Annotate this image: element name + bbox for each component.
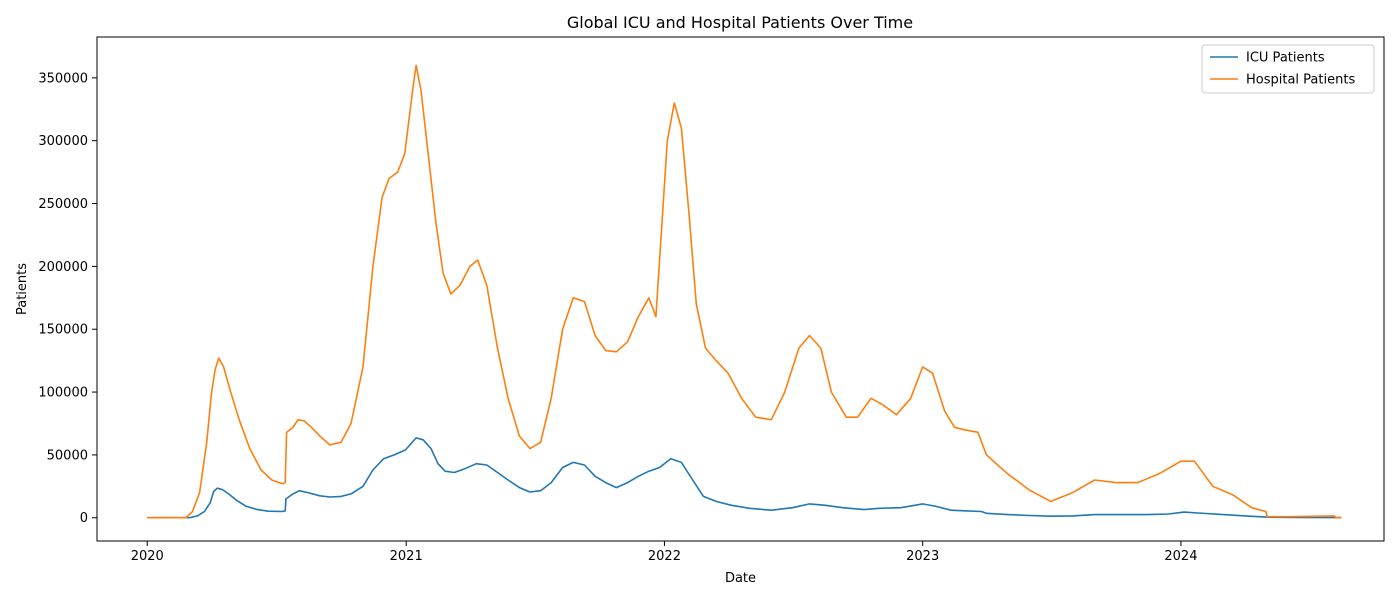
x-axis-label: Date [725, 571, 756, 586]
x-axis: 2020 2021 2022 2023 2024 [131, 541, 1197, 564]
y-tick-label: 0 [80, 511, 88, 526]
y-axis: 0 50000 100000 150000 200000 250000 300000 3500… [38, 71, 97, 526]
y-axis-label: Patients [15, 263, 30, 315]
x-tick-label: 2021 [390, 549, 423, 564]
legend: ICU Patients Hospital Patients [1201, 44, 1375, 94]
y-tick-label: 350000 [38, 71, 88, 86]
y-tick-label: 50000 [47, 448, 88, 463]
chart-title: Global ICU and Hospital Patients Over Ti… [567, 13, 913, 32]
y-tick-label: 150000 [38, 323, 88, 338]
series-line-2 [147, 64, 1342, 519]
y-tick-label: 250000 [38, 197, 88, 212]
x-tick-label: 2024 [1164, 549, 1197, 564]
x-tick-label: 2020 [131, 549, 164, 564]
series-line-1 [147, 437, 1342, 519]
legend-box [1201, 44, 1375, 94]
y-tick-label: 100000 [38, 386, 88, 401]
legend-label-1: ICU Patients [1246, 51, 1325, 66]
axes-frame [96, 36, 1385, 542]
y-tick-label: 200000 [38, 260, 88, 275]
x-tick-label: 2023 [906, 549, 939, 564]
series-layer [147, 64, 1342, 519]
y-tick-label: 300000 [38, 134, 88, 149]
legend-label-2: Hospital Patients [1246, 73, 1355, 88]
plot-area: 2020 2021 2022 2023 2024 0 50000 100000 150000 2… [38, 36, 1385, 564]
x-tick-label: 2022 [648, 549, 681, 564]
